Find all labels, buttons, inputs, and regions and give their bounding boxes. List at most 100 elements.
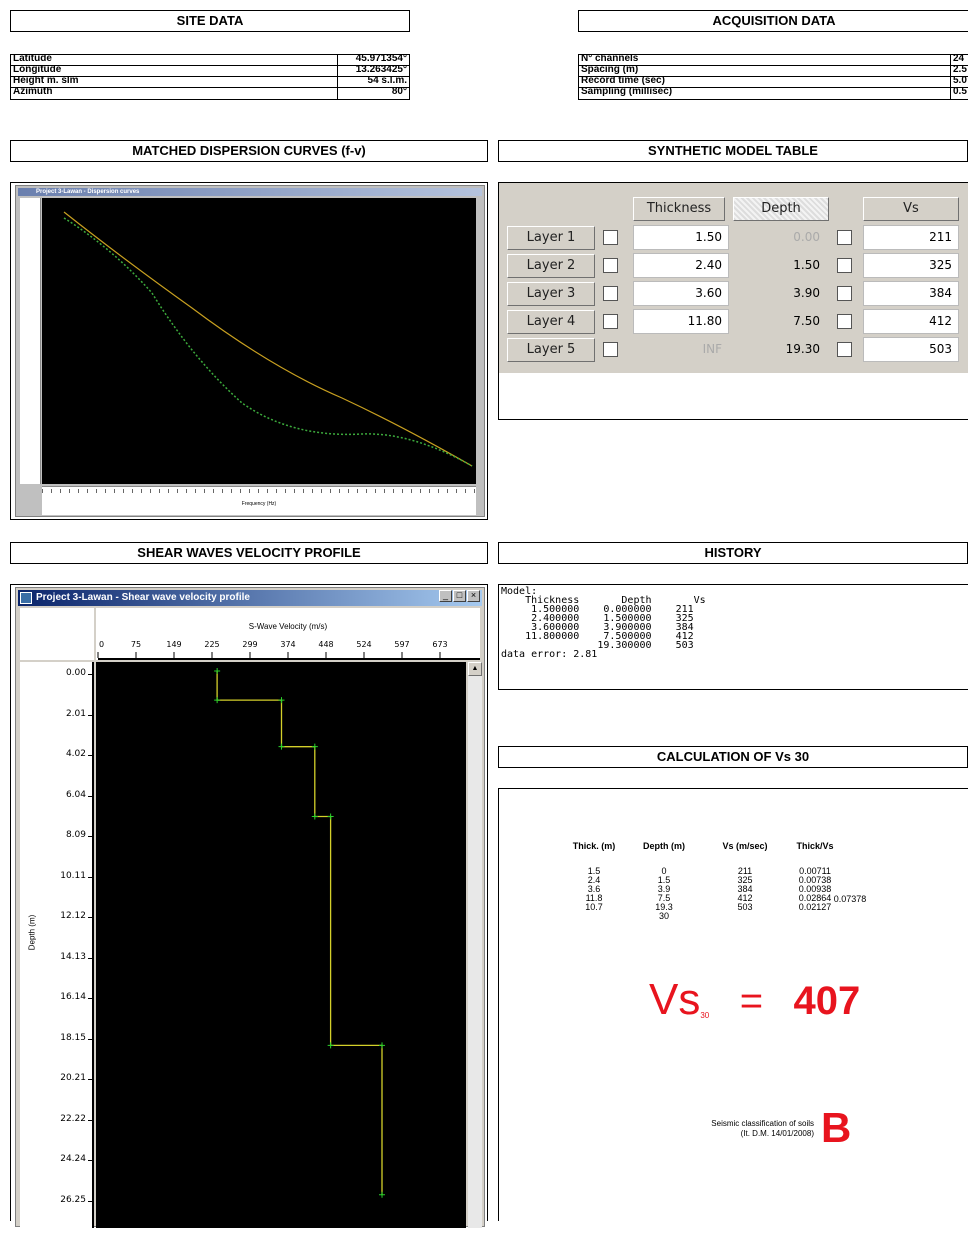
- y-tick-mark: [88, 1200, 94, 1202]
- y-tick-mark: [88, 917, 94, 918]
- thickness-cell[interactable]: 2.40: [633, 253, 729, 278]
- layer-button[interactable]: Layer 4: [507, 310, 595, 334]
- thickness-cell[interactable]: 3.60: [633, 281, 729, 306]
- model-table-header: SYNTHETIC MODEL TABLE: [498, 140, 968, 162]
- profile-y-axis-panel: Depth (m) 0.00 2.01 4.02 6.04 8.09 10.11…: [20, 662, 94, 1228]
- depth-lock-checkbox[interactable]: [837, 314, 852, 329]
- y-tick-mark: [88, 998, 94, 999]
- soil-class-line2: (It. D.M. 14/01/2008): [740, 1129, 814, 1138]
- calc-header: Vs (m/sec): [722, 841, 768, 851]
- y-tick-label: 14.13: [60, 951, 86, 962]
- azimuth-label: Azimuth: [13, 88, 53, 97]
- profile-window-title: Project 3-Lawan - Shear wave velocity pr…: [18, 590, 482, 606]
- vs30-subscript: 30: [700, 1011, 710, 1020]
- calc-cell: 0: [661, 866, 667, 876]
- profile-window: Project 3-Lawan - Shear wave velocity pr…: [15, 587, 485, 1228]
- y-tick-label: 16.14: [60, 992, 86, 1002]
- y-tick-mark: [88, 674, 94, 675]
- dispersion-header: MATCHED DISPERSION CURVES (f-v): [10, 140, 488, 162]
- profile-point-marker: [327, 1042, 334, 1049]
- depth-lock-checkbox[interactable]: [837, 230, 852, 245]
- layer-button[interactable]: Layer 3: [507, 282, 595, 306]
- sampling-value: 0.5: [953, 88, 967, 97]
- calc-cell: 0.00738: [798, 875, 832, 885]
- calc-cell: 1.5: [657, 875, 671, 885]
- depth-cell[interactable]: 19.30: [733, 337, 829, 362]
- profile-scrollbar[interactable]: ▲: [468, 662, 482, 1228]
- maximize-button[interactable]: □: [453, 590, 466, 602]
- vs-cell[interactable]: 325: [863, 253, 959, 278]
- profile-x-axis-panel: S-Wave Velocity (m/s) 0 75 149 225 299 374 448…: [96, 608, 480, 660]
- profile-point-marker: [311, 743, 318, 750]
- layer-lock-checkbox[interactable]: [603, 230, 618, 245]
- calc-header: Depth (m): [643, 841, 685, 851]
- history-text: Model: Thickness Depth Vs 1.500000 0.000…: [501, 586, 706, 660]
- vs-column-header[interactable]: Vs: [863, 197, 959, 221]
- vs30-result: Vs30 = 407: [649, 975, 860, 1035]
- thickness-cell[interactable]: INF: [633, 337, 729, 362]
- profile-svg: [214, 668, 386, 1198]
- dispersion-frame: Project 3-Lawan - Dispersion curves Freq…: [10, 182, 488, 520]
- calc-cell: 1.5: [587, 866, 601, 876]
- depth-lock-checkbox[interactable]: [837, 286, 852, 301]
- x-tick-label: 524: [356, 640, 371, 649]
- vs-cell[interactable]: 412: [863, 309, 959, 334]
- y-tick-mark: [88, 1160, 94, 1161]
- layer-button[interactable]: Layer 5: [507, 338, 595, 362]
- profile-corner: [20, 608, 94, 660]
- thickness-cell[interactable]: 1.50: [633, 225, 729, 250]
- y-tick-mark: [88, 1079, 94, 1080]
- layer-button[interactable]: Layer 2: [507, 254, 595, 278]
- depth-lock-checkbox[interactable]: [837, 258, 852, 273]
- history-frame: Model: Thickness Depth Vs 1.500000 0.000…: [498, 584, 968, 690]
- thickness-cell[interactable]: 11.80: [633, 309, 729, 334]
- x-tick-label: 149: [166, 640, 181, 649]
- calc-header: Thick. (m): [572, 841, 616, 851]
- y-tick-label: 26.25: [60, 1194, 86, 1205]
- y-tick-label: 18.15: [60, 1032, 86, 1043]
- dispersion-plot-area: [42, 198, 476, 484]
- dispersion-window: Project 3-Lawan - Dispersion curves Freq…: [15, 185, 485, 517]
- soil-class-caption: Seismic classification of soils (It. D.M…: [619, 1119, 814, 1139]
- close-button[interactable]: ×: [467, 590, 480, 602]
- y-tick-label: 0.00: [65, 668, 86, 678]
- profile-point-marker: [214, 668, 221, 674]
- calc-cell: 0.00938: [798, 884, 832, 894]
- y-tick-label: 10.11: [60, 870, 86, 881]
- layer-button[interactable]: Layer 1: [507, 226, 595, 250]
- soil-class-line1: Seismic classification of soils: [711, 1119, 814, 1128]
- latitude-label: Latitude: [13, 55, 52, 64]
- layer-lock-checkbox[interactable]: [603, 258, 618, 273]
- vs-cell[interactable]: 503: [863, 337, 959, 362]
- height-label: Height m. slm: [13, 77, 79, 86]
- x-tick-label: 673: [432, 640, 447, 649]
- site-data-table: Latitude 45.971354° Longitude 13.263425° H…: [10, 54, 410, 100]
- thickness-column-header[interactable]: Thickness: [633, 197, 725, 221]
- depth-column-header[interactable]: Depth: [733, 197, 829, 221]
- vs30-equals: =: [739, 979, 764, 1023]
- calc-cell: 10.7: [585, 902, 603, 912]
- depth-cell[interactable]: 3.90: [733, 281, 829, 306]
- calc-cell: 503: [737, 902, 753, 912]
- vs-cell[interactable]: 384: [863, 281, 959, 306]
- profile-point-marker: [327, 813, 334, 820]
- layer-lock-checkbox[interactable]: [603, 314, 618, 329]
- soil-class-value: B: [821, 1104, 852, 1151]
- y-tick-label: 8.09: [65, 830, 86, 840]
- layer-lock-checkbox[interactable]: [603, 286, 618, 301]
- vs-cell[interactable]: 211: [863, 225, 959, 250]
- vs-profile-line: [216, 671, 383, 1195]
- model-table-frame: Thickness Depth Vs Layer 1 1.50 0.00 211…: [498, 182, 968, 420]
- spacing-value: 2.5: [953, 66, 967, 75]
- depth-cell[interactable]: 1.50: [733, 253, 829, 278]
- scroll-up-button[interactable]: ▲: [468, 662, 482, 676]
- depth-cell[interactable]: 0.00: [733, 225, 829, 250]
- vs30-label: Vs: [649, 975, 701, 1024]
- spacing-label: Spacing (m): [581, 66, 639, 75]
- depth-cell[interactable]: 7.50: [733, 309, 829, 334]
- calc-cell: 384: [737, 884, 753, 894]
- layer-lock-checkbox[interactable]: [603, 342, 618, 357]
- depth-lock-checkbox[interactable]: [837, 342, 852, 357]
- minimize-button[interactable]: _: [439, 590, 452, 602]
- channels-value: 24: [953, 55, 965, 64]
